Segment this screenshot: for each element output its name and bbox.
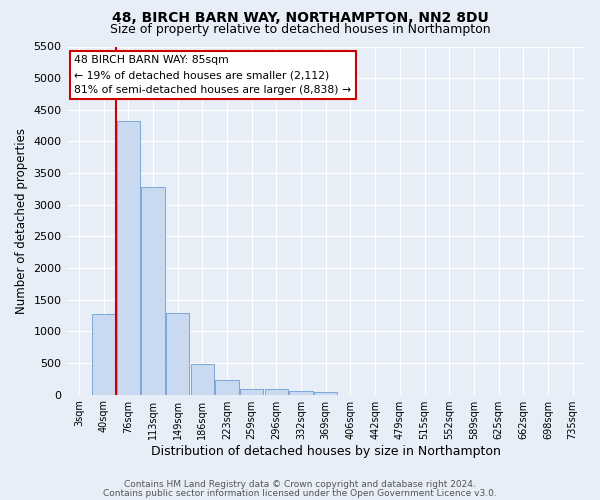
Y-axis label: Number of detached properties: Number of detached properties <box>15 128 28 314</box>
Text: 48 BIRCH BARN WAY: 85sqm
← 19% of detached houses are smaller (2,112)
81% of sem: 48 BIRCH BARN WAY: 85sqm ← 19% of detach… <box>74 55 352 95</box>
Bar <box>141 187 164 394</box>
Bar <box>314 392 337 394</box>
Bar <box>265 389 288 394</box>
Bar <box>191 364 214 394</box>
Bar <box>166 313 190 394</box>
Text: 48, BIRCH BARN WAY, NORTHAMPTON, NN2 8DU: 48, BIRCH BARN WAY, NORTHAMPTON, NN2 8DU <box>112 12 488 26</box>
Bar <box>215 380 239 394</box>
Text: Size of property relative to detached houses in Northampton: Size of property relative to detached ho… <box>110 22 490 36</box>
Bar <box>289 392 313 394</box>
Bar <box>240 389 263 394</box>
Text: Contains HM Land Registry data © Crown copyright and database right 2024.: Contains HM Land Registry data © Crown c… <box>124 480 476 489</box>
X-axis label: Distribution of detached houses by size in Northampton: Distribution of detached houses by size … <box>151 444 501 458</box>
Bar <box>116 120 140 394</box>
Text: Contains public sector information licensed under the Open Government Licence v3: Contains public sector information licen… <box>103 488 497 498</box>
Bar <box>92 314 115 394</box>
